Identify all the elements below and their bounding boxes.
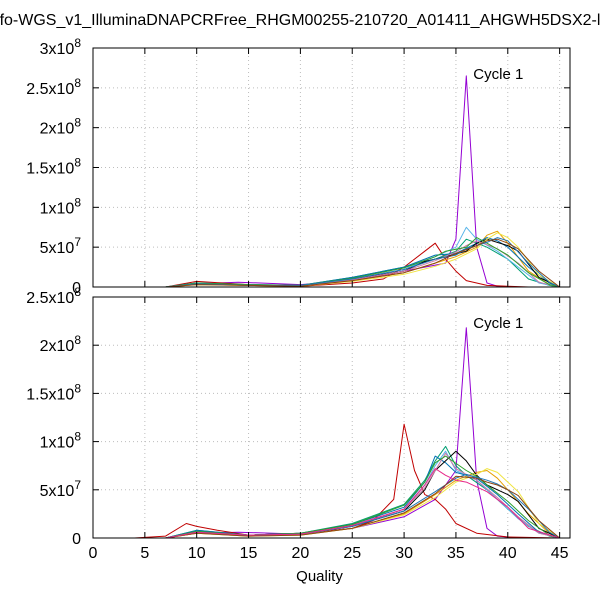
- chart-title: fo-WGS_v1_IlluminaDNAPCRFree_RHGM00255-2…: [0, 12, 600, 29]
- y-tick-label: 5x107: [40, 478, 82, 500]
- bottom-panel: 0 5 10 15 20 25 30 35 40 45 0 5x107 1x108 1.5x108 2x10…: [26, 285, 571, 585]
- y-tick-label: 2x108: [40, 333, 82, 355]
- y-tick-label: 5x107: [40, 235, 82, 257]
- cycle-annotation: Cycle 1: [473, 315, 523, 332]
- plot-frame: [92, 47, 571, 288]
- top-panel: 0 5x107 1x108 1.5x108 2x108 2.5x108 3x108 Cycle…: [26, 36, 571, 297]
- x-tick-label: 20: [291, 545, 309, 562]
- series-line: [165, 237, 560, 287]
- series-line: [165, 238, 560, 287]
- y-tick-label: 3x108: [40, 36, 82, 58]
- y-tick-label: 1x108: [40, 430, 82, 452]
- series-line: [103, 475, 560, 538]
- x-tick-label: 35: [447, 545, 465, 562]
- y-tick-label: 1x108: [40, 195, 82, 217]
- series-line: [103, 468, 560, 538]
- x-tick-label: 15: [240, 545, 258, 562]
- series-line: [103, 455, 560, 538]
- y-tick-label: 2x108: [40, 116, 82, 138]
- y-tick-label: 1.5x108: [26, 381, 81, 403]
- series-group: [165, 75, 560, 287]
- plot-frame: [92, 296, 571, 539]
- series-line: [103, 327, 560, 538]
- series-line: [103, 423, 560, 538]
- x-tick-label: 0: [89, 545, 98, 562]
- x-axis-label: Quality: [296, 568, 343, 585]
- series-line: [103, 452, 560, 538]
- x-tick-label: 5: [140, 545, 149, 562]
- y-tick-label: 1.5x108: [26, 156, 81, 178]
- y-tick-label: 0: [72, 531, 81, 548]
- y-tick-label: 2.5x108: [26, 285, 81, 307]
- x-tick-label: 45: [551, 545, 569, 562]
- series-line: [103, 455, 560, 538]
- x-tick-label: 30: [395, 545, 413, 562]
- y-tick-label: 2.5x108: [26, 76, 81, 98]
- x-tick-label: 40: [499, 545, 517, 562]
- x-tick-label: 25: [343, 545, 361, 562]
- cycle-annotation: Cycle 1: [473, 66, 523, 83]
- y-tick-label: 0: [72, 280, 81, 297]
- x-tick-label: 10: [188, 545, 206, 562]
- series-group: [103, 327, 560, 538]
